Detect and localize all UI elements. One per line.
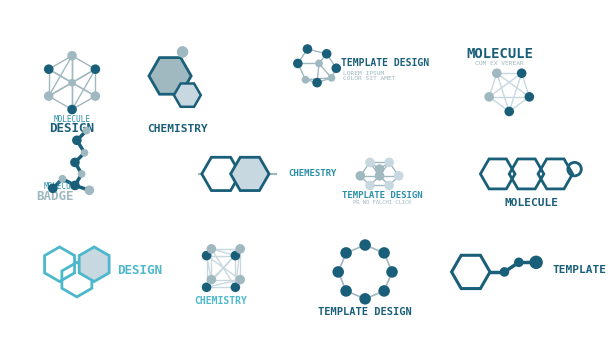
- Text: DESIGN: DESIGN: [118, 264, 162, 277]
- Circle shape: [67, 105, 77, 114]
- Circle shape: [484, 92, 494, 102]
- Polygon shape: [231, 157, 269, 191]
- Circle shape: [375, 164, 384, 174]
- Text: MOLECULE: MOLECULE: [466, 47, 533, 61]
- Circle shape: [322, 49, 332, 58]
- Circle shape: [386, 266, 398, 278]
- Circle shape: [499, 267, 509, 277]
- Circle shape: [81, 149, 88, 157]
- Text: MOLECULE: MOLECULE: [54, 115, 91, 123]
- Text: DESIGN: DESIGN: [50, 122, 95, 135]
- Circle shape: [384, 181, 394, 190]
- Text: CHEMISTRY: CHEMISTRY: [195, 296, 247, 306]
- Circle shape: [48, 184, 58, 193]
- Text: TEMPLATE DESIGN: TEMPLATE DESIGN: [342, 191, 423, 200]
- Circle shape: [70, 158, 80, 167]
- Circle shape: [312, 78, 322, 87]
- Circle shape: [340, 247, 352, 259]
- Circle shape: [70, 181, 80, 190]
- Circle shape: [236, 275, 245, 284]
- Circle shape: [59, 175, 66, 183]
- Text: CUM EX VEREAR: CUM EX VEREAR: [476, 61, 524, 66]
- Text: BADGE: BADGE: [37, 190, 74, 203]
- Text: TEMPLATE: TEMPLATE: [553, 265, 606, 275]
- Circle shape: [67, 51, 77, 61]
- Circle shape: [84, 185, 94, 195]
- Text: CHEMESTRY: CHEMESTRY: [288, 170, 337, 179]
- Text: TEMPLATE DESIGN: TEMPLATE DESIGN: [318, 307, 412, 317]
- Circle shape: [302, 76, 310, 84]
- Text: MOLECULE: MOLECULE: [504, 198, 558, 208]
- Circle shape: [78, 170, 86, 178]
- Circle shape: [504, 107, 514, 116]
- Polygon shape: [79, 247, 109, 281]
- Text: LOREM IPSUM: LOREM IPSUM: [343, 71, 384, 76]
- Circle shape: [315, 60, 323, 67]
- Circle shape: [517, 68, 526, 78]
- Circle shape: [231, 282, 240, 292]
- Circle shape: [384, 158, 394, 167]
- Circle shape: [394, 171, 403, 181]
- Circle shape: [44, 91, 54, 101]
- Circle shape: [492, 68, 502, 78]
- Circle shape: [83, 127, 91, 135]
- Circle shape: [207, 244, 216, 254]
- Text: MOLECULE: MOLECULE: [43, 182, 80, 191]
- Text: TEMPLATE DESIGN: TEMPLATE DESIGN: [341, 58, 429, 68]
- Circle shape: [177, 46, 188, 58]
- Circle shape: [332, 266, 344, 278]
- Circle shape: [231, 251, 240, 260]
- Circle shape: [332, 63, 341, 73]
- Text: COLOR SIT AMET: COLOR SIT AMET: [343, 76, 395, 81]
- Circle shape: [340, 285, 352, 297]
- Circle shape: [378, 247, 390, 259]
- Circle shape: [202, 282, 211, 292]
- Circle shape: [72, 136, 81, 145]
- Text: PR NO FALCHI CLICK: PR NO FALCHI CLICK: [353, 200, 412, 205]
- Circle shape: [359, 293, 371, 304]
- Circle shape: [68, 79, 76, 86]
- Circle shape: [91, 91, 100, 101]
- Circle shape: [236, 244, 245, 254]
- Circle shape: [44, 64, 54, 74]
- Circle shape: [378, 285, 390, 297]
- Polygon shape: [149, 57, 191, 94]
- Circle shape: [524, 92, 534, 102]
- Polygon shape: [174, 84, 201, 107]
- Circle shape: [293, 58, 303, 68]
- Circle shape: [365, 158, 375, 167]
- Circle shape: [529, 256, 543, 269]
- Circle shape: [375, 171, 384, 181]
- Circle shape: [327, 74, 335, 82]
- Circle shape: [514, 258, 524, 267]
- Circle shape: [207, 275, 216, 284]
- Circle shape: [91, 64, 100, 74]
- Circle shape: [365, 181, 375, 190]
- Circle shape: [356, 171, 365, 181]
- Circle shape: [202, 251, 211, 260]
- Circle shape: [359, 239, 371, 251]
- Circle shape: [303, 44, 312, 54]
- Text: CHEMISTRY: CHEMISTRY: [147, 124, 208, 134]
